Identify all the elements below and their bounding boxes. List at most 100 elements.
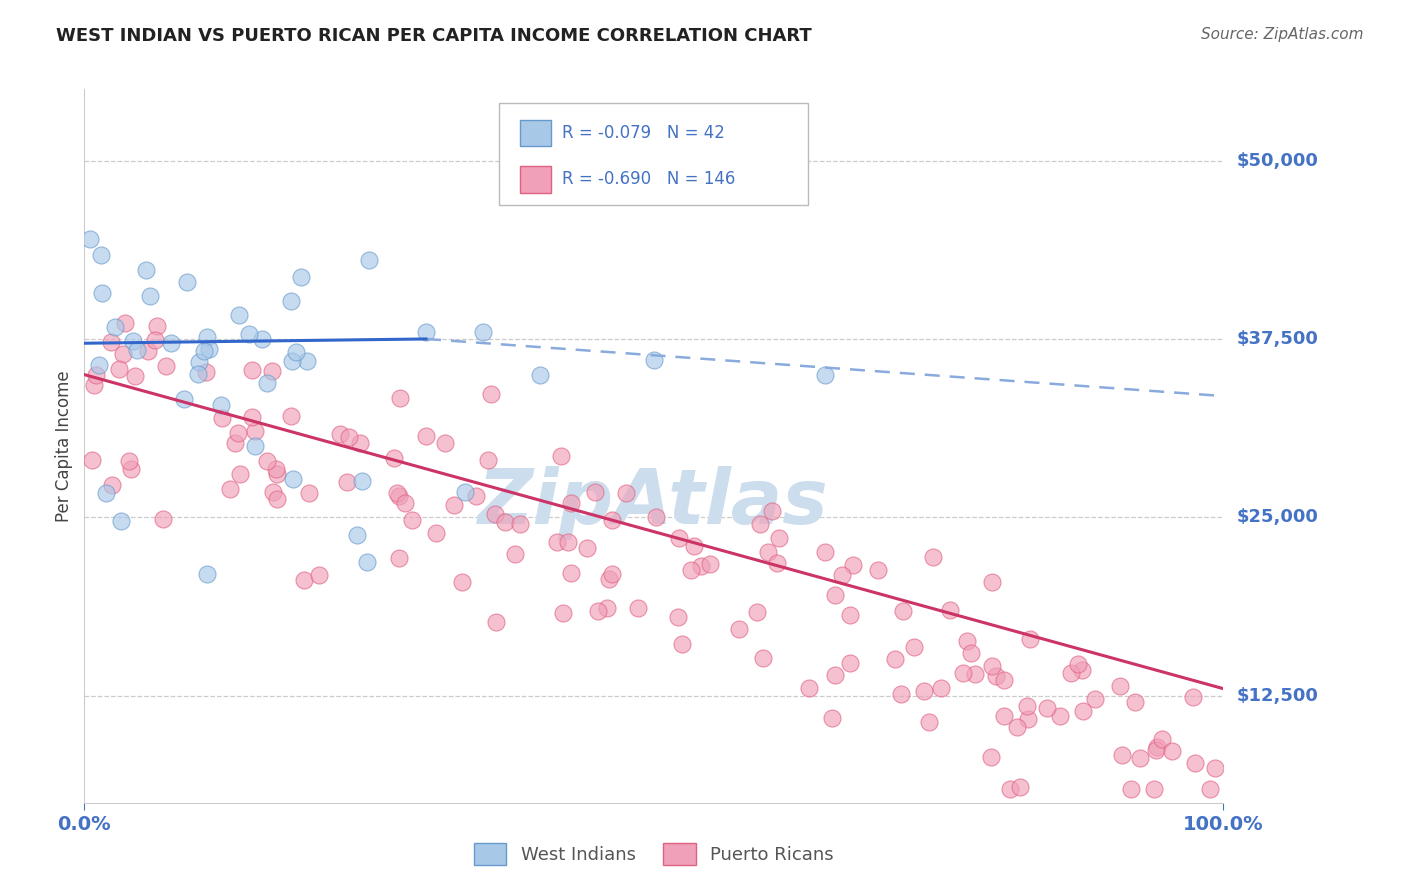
Legend: West Indians, Puerto Ricans: West Indians, Puerto Ricans (467, 836, 841, 872)
Point (679, 563, 702, 577)
Point (356, 555, 378, 569)
Text: $25,000: $25,000 (1237, 508, 1319, 526)
Point (745, 605, 768, 619)
Point (385, 486, 408, 500)
Point (388, 550, 411, 565)
Point (139, 289, 162, 303)
Point (842, 558, 865, 573)
Point (224, 435, 246, 450)
Point (124, 368, 146, 383)
Point (509, 516, 531, 531)
Point (1144, 743, 1167, 757)
Point (1070, 663, 1092, 677)
Point (197, 566, 219, 581)
Point (280, 409, 302, 423)
Point (1143, 781, 1166, 796)
Point (134, 263, 156, 277)
Point (1060, 665, 1083, 680)
Point (551, 607, 574, 621)
Point (1049, 709, 1071, 723)
Point (751, 651, 773, 665)
Point (1019, 632, 1042, 646)
Point (761, 504, 783, 518)
Point (394, 496, 416, 510)
Point (903, 640, 925, 654)
Point (699, 557, 721, 571)
Point (821, 711, 844, 725)
Point (546, 535, 568, 549)
Point (1123, 695, 1146, 709)
Point (472, 325, 495, 339)
Point (560, 496, 582, 510)
Point (956, 634, 979, 648)
Point (952, 665, 974, 680)
Point (485, 615, 508, 630)
Point (1161, 744, 1184, 758)
Point (256, 376, 278, 390)
Point (912, 684, 935, 698)
Point (211, 410, 233, 425)
Point (266, 467, 288, 481)
Point (136, 344, 159, 359)
Point (503, 547, 526, 561)
Point (668, 531, 690, 545)
Point (824, 667, 846, 681)
Point (228, 308, 250, 322)
Point (187, 368, 209, 382)
Point (1005, 721, 1028, 735)
Point (600, 566, 623, 581)
Point (329, 426, 352, 441)
Point (152, 511, 174, 525)
Point (1129, 751, 1152, 765)
Point (266, 492, 288, 507)
Point (89, 359, 111, 373)
Point (349, 435, 371, 450)
Point (389, 391, 412, 405)
Point (82, 452, 104, 467)
Point (454, 484, 477, 499)
Point (682, 539, 704, 553)
Point (918, 714, 941, 729)
Point (1146, 740, 1168, 755)
Point (1108, 679, 1130, 693)
Point (388, 489, 411, 503)
Point (280, 294, 302, 309)
Point (285, 344, 308, 359)
Point (245, 439, 267, 453)
Text: $50,000: $50,000 (1237, 152, 1319, 169)
Point (264, 462, 287, 476)
Point (598, 573, 620, 587)
Point (382, 450, 405, 465)
Point (921, 549, 943, 564)
Point (108, 361, 131, 376)
Point (226, 425, 249, 440)
Point (110, 514, 132, 528)
Point (586, 604, 609, 618)
Point (94, 485, 117, 500)
Point (187, 355, 209, 369)
Point (195, 330, 218, 344)
Point (146, 319, 169, 334)
Point (83, 378, 105, 392)
Point (560, 566, 582, 580)
Point (120, 461, 142, 475)
Point (337, 430, 360, 444)
Point (256, 453, 278, 467)
Point (359, 253, 381, 268)
Point (434, 436, 457, 450)
Point (600, 513, 623, 527)
Point (884, 652, 907, 666)
Point (1150, 731, 1173, 746)
Point (1084, 692, 1107, 706)
Point (959, 646, 981, 660)
Point (229, 467, 252, 481)
Point (160, 335, 183, 350)
Point (443, 498, 465, 512)
Point (765, 556, 787, 570)
Point (671, 637, 693, 651)
Point (756, 545, 779, 559)
Point (240, 362, 263, 376)
Point (893, 604, 915, 618)
Text: WEST INDIAN VS PUERTO RICAN PER CAPITA INCOME CORRELATION CHART: WEST INDIAN VS PUERTO RICAN PER CAPITA I… (56, 27, 813, 45)
Point (238, 326, 260, 341)
